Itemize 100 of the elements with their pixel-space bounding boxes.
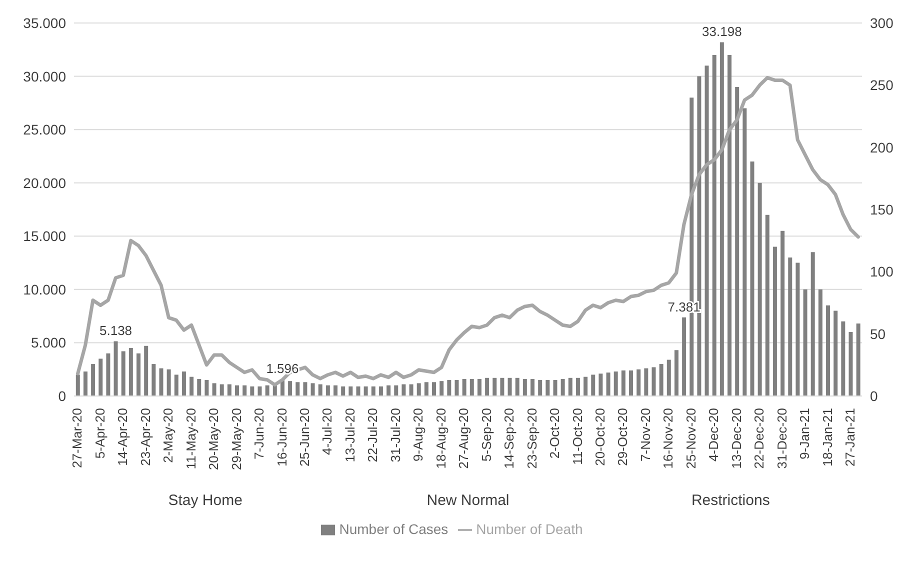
bar (296, 382, 300, 396)
x-tick-label: 25-Nov-20 (683, 408, 698, 469)
bar (477, 378, 482, 396)
x-tick-label: 18-Jan-21 (820, 408, 835, 467)
bar (856, 324, 860, 396)
text: Stay Home (167, 492, 244, 509)
bar (348, 386, 353, 396)
bar (220, 384, 224, 396)
bar (720, 42, 724, 396)
bar (174, 374, 178, 396)
bar (114, 341, 118, 396)
x-tick-label: 25-Jun-20 (296, 408, 312, 467)
bar (652, 367, 656, 396)
bar (591, 374, 596, 396)
bar (621, 370, 626, 396)
data-label: 5.138 (100, 323, 132, 338)
y-tick-label: 15.000 (23, 228, 66, 244)
x-tick-label: 7-Jun-20 (252, 408, 267, 460)
bar (121, 351, 126, 396)
data-label: 33.198 (702, 24, 742, 40)
bar (144, 346, 148, 396)
bar (432, 382, 436, 396)
bar (356, 386, 360, 396)
bar (682, 317, 686, 396)
bar (416, 383, 421, 396)
x-tick-label: 20-May-20 (206, 408, 222, 470)
bar (742, 108, 747, 396)
bar (182, 371, 186, 396)
x-tick-label: 2-Oct-20 (547, 408, 562, 459)
bar (440, 381, 444, 396)
bar (470, 378, 474, 396)
bar (515, 378, 520, 396)
bar (136, 353, 141, 396)
y2-tick-label: 50 (870, 326, 886, 342)
text: New Normal (426, 492, 510, 509)
bar (204, 380, 209, 396)
x-tick-label: 4-Jul-20 (320, 408, 335, 455)
x-tick-label: 14-Apr-20 (115, 408, 130, 466)
x-tick-label: 22-Dec-20 (752, 408, 767, 469)
bar (636, 369, 641, 396)
y2-tick-label: 250 (870, 77, 894, 94)
bar (598, 374, 603, 396)
bar (500, 378, 504, 396)
bar (409, 384, 414, 396)
bar (485, 378, 490, 396)
bar (803, 289, 808, 396)
bar (546, 380, 550, 396)
bar (378, 386, 383, 396)
bar (326, 385, 330, 396)
bar (834, 310, 838, 396)
bar (522, 378, 527, 396)
x-tick-label: 14-Sep-20 (502, 408, 517, 469)
bar (364, 386, 368, 396)
bar (91, 364, 96, 396)
x-tick-label: 27-Aug-20 (456, 408, 472, 469)
legend-label: Number of Cases (339, 521, 448, 537)
bar (371, 386, 376, 396)
y2-tick-label: 300 (870, 14, 894, 31)
x-tick-label: 5-Apr-20 (92, 408, 108, 459)
bar (76, 374, 80, 396)
bar (258, 386, 262, 396)
x-tick-label: 23-Apr-20 (138, 408, 153, 466)
legend-label: Number of Death (476, 521, 583, 537)
bar (666, 360, 671, 396)
bar (644, 368, 648, 396)
bar (242, 385, 247, 396)
bar (166, 369, 171, 396)
y-tick-label: 5.000 (30, 334, 66, 351)
bar (560, 378, 565, 396)
bar (530, 378, 535, 396)
x-tick-label: 18-Aug-20 (433, 408, 448, 469)
x-tick-label: 11-May-20 (183, 408, 198, 470)
bar (386, 385, 391, 396)
bar (265, 385, 270, 396)
x-tick-label: 9-Aug-20 (410, 408, 426, 462)
bar (212, 383, 216, 396)
bar (848, 332, 853, 396)
bar (629, 370, 634, 396)
bar (553, 380, 558, 396)
bar (712, 54, 716, 396)
bar (659, 364, 664, 396)
bar (568, 378, 572, 396)
bar (584, 376, 588, 396)
bar (197, 378, 202, 396)
y-tick-label: 10.000 (23, 281, 66, 298)
y-tick-label: 30.000 (23, 68, 66, 84)
x-tick-label: 27-Mar-20 (70, 408, 85, 468)
text: Restrictions (690, 492, 771, 509)
y2-tick-label: 200 (870, 139, 894, 156)
bar (341, 386, 346, 396)
bar (318, 384, 322, 396)
bar (772, 246, 777, 396)
y-tick-label: 35.000 (23, 14, 66, 31)
y-tick-label: 25.000 (23, 122, 66, 138)
bar (492, 378, 497, 396)
bar (576, 378, 580, 396)
bar (818, 289, 822, 396)
bar (310, 383, 315, 396)
bar (704, 66, 709, 396)
x-tick-label: 4-Dec-20 (706, 408, 722, 462)
